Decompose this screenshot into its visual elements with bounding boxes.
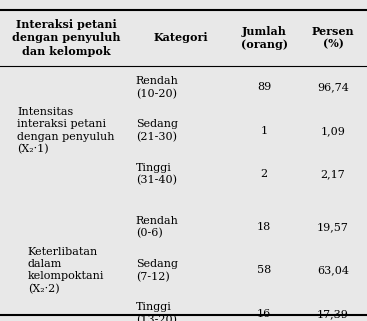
Text: 17,39: 17,39 [317, 309, 349, 319]
Text: Persen
(%): Persen (%) [312, 26, 355, 50]
Text: Sedang
(7-12): Sedang (7-12) [136, 259, 178, 282]
Text: 89: 89 [257, 82, 271, 92]
Text: Intensitas
interaksi petani
dengan penyuluh
(X₂·1): Intensitas interaksi petani dengan penyu… [17, 107, 115, 155]
Text: 1: 1 [261, 126, 268, 136]
Text: 16: 16 [257, 309, 271, 319]
Text: Tinggi
(31-40): Tinggi (31-40) [136, 163, 177, 186]
Text: 63,04: 63,04 [317, 265, 349, 275]
Text: 2,17: 2,17 [321, 169, 345, 179]
Text: Jumlah
(orang): Jumlah (orang) [241, 26, 288, 50]
Text: 19,57: 19,57 [317, 222, 349, 232]
Text: 1,09: 1,09 [321, 126, 345, 136]
Text: Sedang
(21-30): Sedang (21-30) [136, 119, 178, 142]
Text: 96,74: 96,74 [317, 82, 349, 92]
Text: 18: 18 [257, 222, 271, 232]
Text: Rendah
(10-20): Rendah (10-20) [136, 76, 179, 99]
Text: 2: 2 [261, 169, 268, 179]
Text: Kategori: Kategori [153, 32, 208, 43]
Text: 58: 58 [257, 265, 271, 275]
Text: Rendah
(0-6): Rendah (0-6) [136, 216, 179, 239]
Text: Interaksi petani
dengan penyuluh
dan kelompok: Interaksi petani dengan penyuluh dan kel… [12, 19, 120, 57]
Text: Keterlibatan
dalam
kelompoktani
(X₂·2): Keterlibatan dalam kelompoktani (X₂·2) [28, 247, 104, 294]
Text: Tinggi
(13-20): Tinggi (13-20) [136, 302, 177, 321]
